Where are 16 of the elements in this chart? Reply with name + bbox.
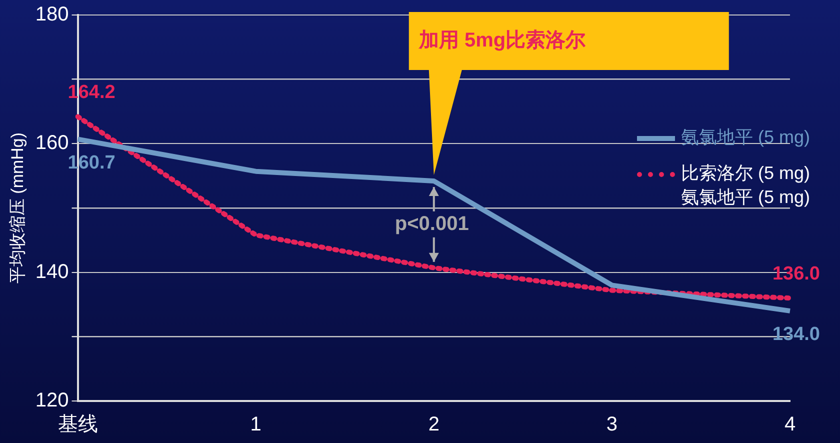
annotation: p<0.001 <box>394 212 469 235</box>
x-tick-label: 1 <box>250 414 262 436</box>
y-tick-label: 180 <box>35 4 69 26</box>
x-tick-label: 3 <box>606 414 618 436</box>
y-tick-label: 140 <box>35 260 69 283</box>
x-tick-label: 基线 <box>58 414 98 436</box>
y-axis-title: 平均收缩压 (mmHg) <box>8 132 27 284</box>
legend-label: 氨氯地平 (5 mg) <box>680 126 810 149</box>
data-label: 136.0 <box>772 263 820 284</box>
x-tick-label: 4 <box>784 414 796 436</box>
annotation: 加用 5mg比索洛尔 <box>418 28 587 52</box>
y-tick-label: 160 <box>35 132 69 154</box>
data-label: 134.0 <box>772 324 820 346</box>
x-tick-label: 2 <box>428 414 440 436</box>
legend-label: 比索洛尔 (5 mg) 氨氯地平 (5 mg) <box>680 162 810 209</box>
y-tick-label: 120 <box>35 390 69 412</box>
